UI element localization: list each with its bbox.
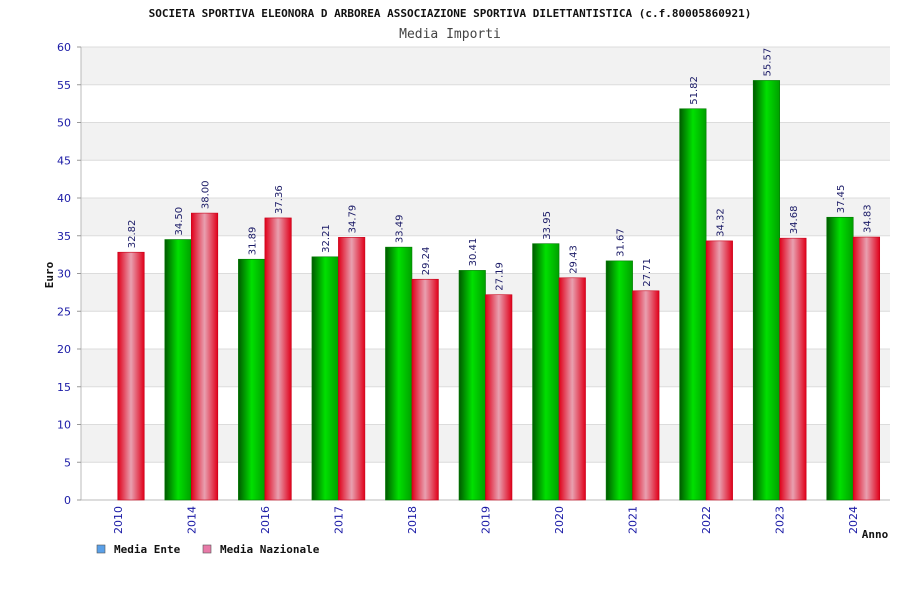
x-tick-label: 2023	[774, 506, 787, 534]
bar-media-ente-2020	[532, 243, 560, 501]
x-axis-ticks: 2010 2014 2016 2017 2018 2019 2020 2021 2022 2023…	[112, 506, 860, 534]
data-label: 55.57	[762, 48, 773, 77]
legend-label: Media Ente	[114, 543, 181, 556]
data-label: 33.49	[395, 215, 406, 244]
x-tick-label: 2017	[332, 506, 345, 534]
bar-media-ente-2023	[752, 80, 780, 501]
y-axis-ticks: 0 5 10 15 20 25 30 35 40 45 50 55 60	[57, 41, 81, 507]
y-tick-label: 40	[57, 192, 71, 205]
data-label: 30.41	[468, 238, 479, 267]
data-label: 34.83	[862, 204, 873, 233]
legend-swatch-media-ente	[96, 544, 106, 554]
bar-media-nazionale-2016	[264, 217, 292, 501]
bar-media-ente-2022	[679, 108, 707, 501]
x-tick-label: 2019	[480, 506, 493, 534]
bar-media-nazionale-2010	[117, 251, 145, 501]
bar-media-nazionale-2023	[779, 237, 807, 501]
bar-media-nazionale-2019	[485, 294, 513, 501]
y-tick-label: 5	[64, 456, 71, 469]
bar-media-ente-2024	[826, 216, 854, 501]
data-label: 32.82	[127, 220, 138, 249]
data-label: 29.24	[421, 247, 432, 276]
bar-media-nazionale-2022	[705, 240, 733, 501]
bar-media-ente-2014	[164, 239, 192, 501]
bar-media-nazionale-2024	[852, 236, 881, 501]
legend-label: Media Nazionale	[220, 543, 320, 556]
bar-media-nazionale-2017	[338, 237, 366, 501]
data-label: 37.45	[836, 185, 847, 214]
bars-group	[117, 80, 881, 501]
bar-media-nazionale-2021	[632, 290, 660, 501]
x-tick-label: 2018	[406, 506, 419, 534]
data-label: 34.79	[348, 205, 359, 234]
plot-band	[81, 47, 890, 85]
data-label: 32.21	[321, 224, 332, 253]
bar-media-ente-2019	[458, 270, 486, 501]
y-tick-label: 10	[57, 419, 71, 432]
bar-media-nazionale-2018	[411, 278, 439, 501]
bar-media-nazionale-2020	[558, 277, 586, 501]
data-label: 29.43	[568, 245, 579, 274]
data-label: 34.50	[174, 207, 185, 236]
y-tick-label: 55	[57, 79, 71, 92]
bar-media-ente-2017	[311, 256, 339, 501]
legend-swatch-media-nazionale	[202, 544, 212, 554]
data-label: 37.36	[274, 185, 285, 214]
x-tick-label: 2022	[700, 506, 713, 534]
legend: Media Ente Media Nazionale	[96, 543, 320, 556]
data-label: 31.89	[248, 227, 259, 256]
x-tick-label: 2010	[112, 506, 125, 534]
y-tick-label: 15	[57, 381, 71, 394]
x-tick-label: 2021	[627, 506, 640, 534]
bar-media-ente-2016	[238, 258, 266, 501]
data-label: 27.19	[495, 262, 506, 291]
bar-media-ente-2021	[605, 260, 633, 501]
data-label: 31.67	[615, 228, 626, 257]
y-tick-label: 30	[57, 268, 71, 281]
x-axis-label: Anno	[862, 528, 889, 541]
y-tick-label: 60	[57, 41, 71, 54]
data-label: 34.32	[715, 208, 726, 237]
y-tick-label: 35	[57, 230, 71, 243]
data-label: 27.71	[642, 258, 653, 287]
x-tick-label: 2014	[185, 506, 198, 534]
data-label: 51.82	[689, 76, 700, 105]
value-labels-group: 32.82 34.50 38.00 31.89 37.36 32.21 34.79 33.49…	[127, 48, 873, 291]
y-tick-label: 20	[57, 343, 71, 356]
x-tick-label: 2020	[553, 506, 566, 534]
data-label: 33.95	[542, 211, 553, 240]
y-tick-label: 25	[57, 305, 71, 318]
y-tick-label: 50	[57, 117, 71, 130]
chart-title: SOCIETA SPORTIVA ELEONORA D ARBOREA ASSO…	[149, 7, 752, 20]
x-tick-label: 2024	[847, 506, 860, 534]
data-label: 38.00	[201, 180, 212, 209]
bar-media-nazionale-2014	[191, 212, 219, 501]
y-axis-label: Euro	[43, 261, 56, 288]
x-tick-label: 2016	[259, 506, 272, 534]
y-tick-label: 0	[64, 494, 71, 507]
data-label: 34.68	[789, 206, 800, 235]
bar-media-ente-2018	[385, 246, 413, 501]
y-tick-label: 45	[57, 154, 71, 167]
chart-subtitle: Media Importi	[399, 27, 501, 42]
